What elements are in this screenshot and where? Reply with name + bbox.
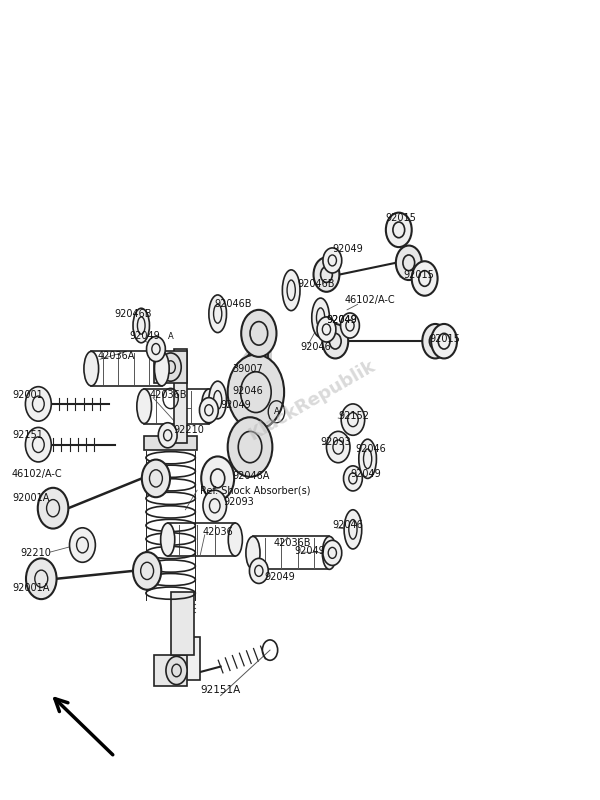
- Text: 92049: 92049: [350, 469, 381, 478]
- Ellipse shape: [228, 523, 242, 556]
- Circle shape: [344, 466, 362, 491]
- Ellipse shape: [246, 537, 260, 570]
- Circle shape: [431, 324, 457, 358]
- Circle shape: [386, 213, 412, 247]
- Circle shape: [422, 324, 448, 358]
- Text: A: A: [274, 407, 280, 416]
- Ellipse shape: [137, 389, 152, 423]
- Text: Ref. Shock Absorber(s): Ref. Shock Absorber(s): [200, 485, 311, 495]
- Text: 92152: 92152: [338, 410, 369, 421]
- Text: 92046B: 92046B: [297, 279, 335, 289]
- Text: 92151A: 92151A: [200, 685, 241, 695]
- Text: 46102/A-C: 46102/A-C: [344, 295, 395, 306]
- Circle shape: [250, 558, 268, 583]
- Ellipse shape: [283, 270, 300, 310]
- Ellipse shape: [209, 295, 227, 333]
- Text: 92001: 92001: [12, 390, 43, 399]
- Text: 92046: 92046: [300, 342, 331, 352]
- Circle shape: [396, 246, 422, 280]
- Text: 42036: 42036: [203, 526, 234, 537]
- Bar: [174, 349, 187, 443]
- Circle shape: [203, 490, 227, 522]
- Circle shape: [199, 398, 218, 422]
- Text: 42036B: 42036B: [150, 390, 188, 400]
- Ellipse shape: [133, 308, 149, 342]
- Circle shape: [412, 262, 437, 296]
- Circle shape: [323, 540, 342, 566]
- Text: 92001A: 92001A: [12, 493, 49, 503]
- Ellipse shape: [84, 351, 98, 386]
- Ellipse shape: [202, 389, 216, 423]
- Text: 92049: 92049: [221, 400, 251, 410]
- Ellipse shape: [161, 523, 175, 556]
- Text: 92210: 92210: [173, 425, 205, 434]
- Circle shape: [160, 353, 181, 381]
- Text: 92049: 92049: [326, 315, 357, 325]
- Circle shape: [70, 528, 95, 562]
- Text: 39007: 39007: [232, 364, 263, 374]
- Text: 92049: 92049: [294, 546, 325, 556]
- Text: 92046: 92046: [232, 386, 263, 395]
- Circle shape: [317, 317, 336, 342]
- Bar: [171, 592, 194, 654]
- Text: 92049: 92049: [332, 245, 363, 254]
- Circle shape: [326, 431, 350, 462]
- Bar: [176, 637, 200, 680]
- Bar: [144, 436, 197, 450]
- Ellipse shape: [209, 381, 227, 419]
- Circle shape: [166, 656, 187, 685]
- Text: 42036A: 42036A: [97, 351, 134, 361]
- Circle shape: [158, 422, 177, 448]
- Circle shape: [146, 337, 166, 362]
- Text: 92046: 92046: [332, 521, 363, 530]
- Ellipse shape: [344, 510, 362, 549]
- Circle shape: [38, 488, 68, 529]
- Text: 92093: 92093: [224, 497, 254, 507]
- Circle shape: [227, 418, 272, 477]
- Text: 42036B: 42036B: [274, 538, 311, 548]
- Ellipse shape: [322, 537, 337, 570]
- Text: 92015: 92015: [385, 213, 416, 223]
- Circle shape: [241, 310, 277, 357]
- Circle shape: [227, 354, 284, 430]
- Circle shape: [314, 258, 340, 292]
- Circle shape: [323, 248, 342, 273]
- Circle shape: [341, 313, 359, 338]
- Text: 92210: 92210: [21, 548, 52, 558]
- Bar: [154, 351, 187, 382]
- Text: 92015: 92015: [430, 334, 460, 344]
- Text: 46102/A-C: 46102/A-C: [12, 469, 62, 478]
- Circle shape: [25, 427, 51, 462]
- Ellipse shape: [359, 439, 376, 478]
- Circle shape: [142, 459, 170, 498]
- Circle shape: [201, 457, 234, 500]
- Text: A: A: [168, 332, 173, 341]
- Circle shape: [341, 404, 365, 435]
- Circle shape: [133, 552, 161, 590]
- Text: 92046: 92046: [356, 444, 386, 454]
- Text: 92046A: 92046A: [232, 471, 270, 481]
- Circle shape: [322, 324, 348, 358]
- Text: 92015: 92015: [403, 270, 434, 279]
- Text: 92049: 92049: [265, 572, 295, 582]
- Text: 92093: 92093: [320, 437, 352, 446]
- Circle shape: [25, 386, 51, 421]
- Text: 92049: 92049: [130, 330, 160, 341]
- Text: KlackRepublik: KlackRepublik: [245, 356, 379, 444]
- Ellipse shape: [154, 351, 169, 386]
- Ellipse shape: [312, 298, 329, 338]
- Text: 92046B: 92046B: [115, 309, 152, 318]
- Circle shape: [26, 558, 56, 599]
- Text: 92049: 92049: [326, 315, 357, 325]
- Text: 92001A: 92001A: [12, 583, 49, 593]
- Bar: [154, 654, 187, 686]
- Text: 92046B: 92046B: [215, 298, 252, 309]
- Text: 92151: 92151: [12, 430, 43, 440]
